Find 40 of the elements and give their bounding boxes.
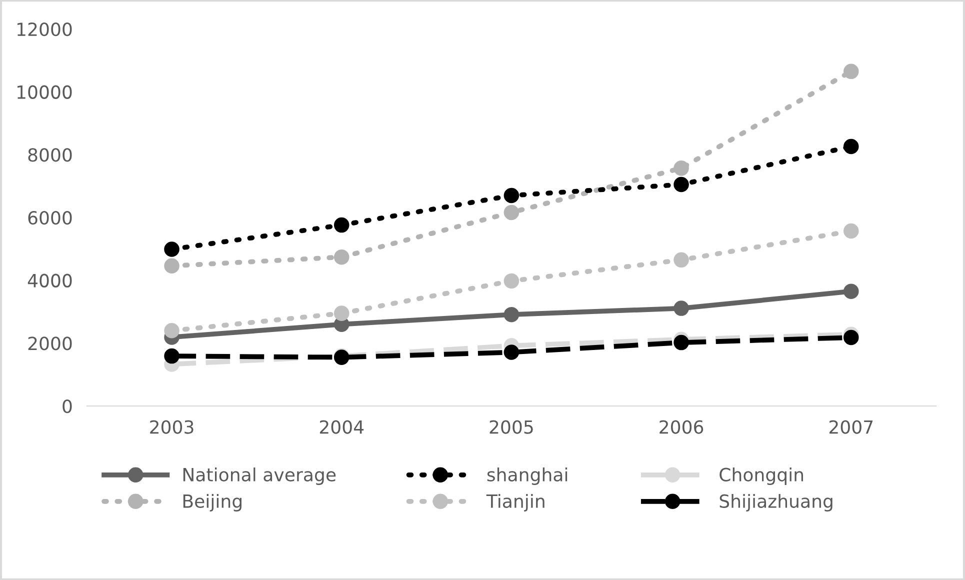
- point: [164, 242, 180, 257]
- point: [843, 223, 859, 239]
- point: [164, 258, 180, 274]
- point: [334, 217, 350, 233]
- x-tick-label: 2004: [320, 420, 364, 434]
- y-tick-label: 8000: [28, 148, 72, 162]
- point: [843, 284, 859, 299]
- point: [674, 176, 689, 192]
- point: [164, 322, 180, 338]
- legend-label: Beijing: [183, 494, 242, 512]
- y-tick-label: 6000: [28, 210, 72, 225]
- point: [843, 330, 859, 346]
- y-tick-label: 10000: [18, 85, 72, 99]
- y-tick-label: 0: [62, 399, 72, 414]
- point: [504, 344, 520, 360]
- point: [674, 300, 689, 316]
- point: [843, 138, 859, 154]
- point: [334, 306, 350, 321]
- point: [674, 252, 689, 268]
- point: [843, 64, 859, 80]
- point: [164, 348, 180, 364]
- legend-label: Chongqin: [720, 467, 804, 485]
- y-tick-label: 4000: [28, 274, 72, 288]
- x-tick-label: 2005: [490, 420, 533, 434]
- point: [504, 306, 520, 322]
- point: [674, 160, 689, 176]
- legend-label: Tianjin: [486, 494, 544, 512]
- x-tick-label: 2006: [660, 420, 704, 434]
- point: [504, 273, 520, 289]
- y-tick-label: 2000: [28, 336, 72, 350]
- point: [504, 188, 520, 204]
- point: [334, 249, 350, 265]
- legend-label: shanghai: [487, 467, 568, 485]
- y-tick-label: 12000: [18, 22, 72, 36]
- point: [504, 204, 520, 220]
- point: [674, 334, 689, 350]
- x-tick-label: 2007: [829, 420, 873, 434]
- x-tick-label: 2003: [150, 420, 194, 434]
- legend-label: National average: [183, 467, 336, 485]
- legend-label: Shijiazhuang: [720, 494, 832, 512]
